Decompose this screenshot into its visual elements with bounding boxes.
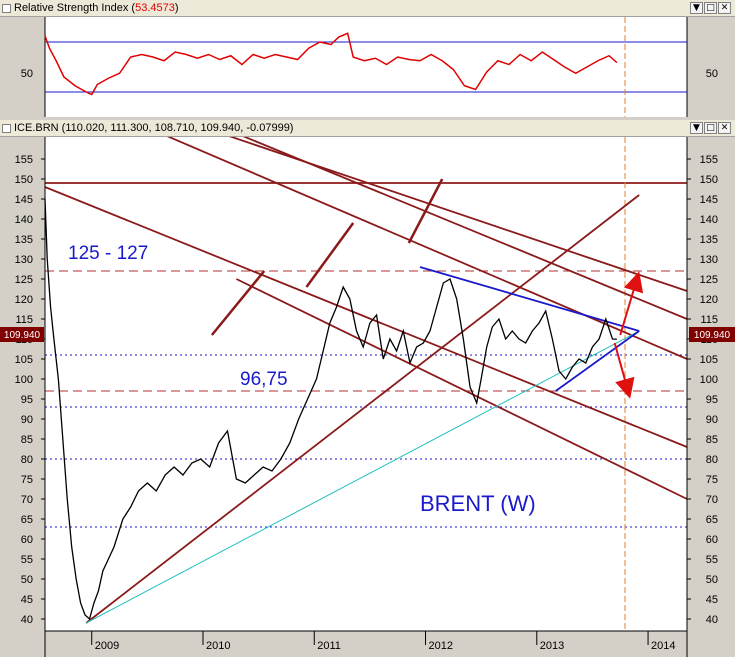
y-tick-label-left: 140	[15, 214, 33, 226]
instrument-annotation: BRENT (W)	[420, 491, 536, 516]
pane-menu-icon[interactable]	[2, 124, 11, 133]
y-tick-label-left: 100	[15, 374, 33, 386]
channel-width-marker	[210, 270, 266, 336]
y-tick-label-right: 105	[700, 354, 718, 366]
y-tick-label-left: 65	[21, 514, 33, 526]
y-tick-label-left: 105	[15, 354, 33, 366]
y-tick-label-left: 145	[15, 194, 33, 206]
price-series-line	[44, 198, 617, 621]
x-tick-label: 2010	[206, 640, 230, 652]
y-tick-label-right: 40	[706, 614, 718, 626]
y-tick-label-right: 130	[700, 254, 718, 266]
y-tick-label-left: 40	[21, 614, 33, 626]
y-tick-label-right: 85	[706, 434, 718, 446]
rsi-pane-header: Relative Strength Index (53.4573) ▼ □ ✕	[0, 0, 735, 17]
close-button[interactable]: ✕	[718, 2, 731, 14]
y-tick-label-right: 45	[706, 594, 718, 606]
y-tick-label-left: 75	[21, 474, 33, 486]
y-tick-label-left: 95	[21, 394, 33, 406]
y-tick-label-right: 55	[706, 554, 718, 566]
y-tick-label-right: 95	[706, 394, 718, 406]
y-tick-label-left: 45	[21, 594, 33, 606]
x-tick-label: 2011	[317, 640, 341, 652]
y-tick-label-left: 90	[21, 414, 33, 426]
y-tick-label-right: 90	[706, 414, 718, 426]
x-tick-label: 2012	[429, 640, 453, 652]
y-tick-label-right: 120	[700, 294, 718, 306]
last-price-label-right: 109.940	[694, 330, 731, 341]
minimize-button[interactable]: ▼	[690, 122, 703, 134]
channel-line	[44, 186, 688, 448]
close-button[interactable]: ✕	[718, 122, 731, 134]
resistance-annotation: 125 - 127	[68, 243, 148, 264]
y-tick-label-right: 80	[706, 454, 718, 466]
minimize-button[interactable]: ▼	[690, 2, 703, 14]
y-tick-label-right: 140	[700, 214, 718, 226]
y-tick-label-right: 65	[706, 514, 718, 526]
x-tick-label: 2014	[651, 640, 675, 652]
y-tick-label-left: 125	[15, 274, 33, 286]
y-tick-label-right: 75	[706, 474, 718, 486]
triangle-lower-line	[555, 330, 640, 392]
y-tick-label-right: 100	[700, 374, 718, 386]
triangle-upper-line	[419, 266, 640, 332]
y-tick-label-right: 70	[706, 494, 718, 506]
upside-arrow	[619, 271, 644, 336]
y-tick-label-right: 145	[700, 194, 718, 206]
channel-line	[229, 137, 688, 292]
x-tick-label: 2009	[95, 640, 119, 652]
y-tick-label-left: 60	[21, 534, 33, 546]
y-tick-label-right: 50	[706, 574, 718, 586]
channel-line	[235, 278, 688, 500]
x-tick-label: 2013	[540, 640, 564, 652]
channel-line	[242, 137, 688, 320]
y-tick-label-left: 120	[15, 294, 33, 306]
support-annotation: 96,75	[240, 369, 288, 390]
y-tick-label-left: 135	[15, 234, 33, 246]
maximize-button[interactable]: □	[704, 122, 717, 134]
y-tick-label-left: 115	[15, 314, 33, 326]
y-tick-label-right: 125	[700, 274, 718, 286]
price-plot-area	[45, 137, 687, 631]
price-pane-header: ICE.BRN (110.020, 111.300, 108.710, 109.…	[0, 120, 735, 137]
last-price-badge-right	[689, 327, 735, 342]
channel-width-marker	[305, 222, 355, 288]
y-tick-label-right: 115	[700, 314, 718, 326]
y-tick-label-left: 150	[15, 174, 33, 186]
y-tick-label-right: 150	[700, 174, 718, 186]
price-title: ICE.BRN (110.020, 111.300, 108.710, 109.…	[14, 122, 294, 134]
price-plot[interactable]: 40 40 45 45 50 50 55 55 60 60 65 65 70 70 75 75 80 80 85 85…	[0, 137, 735, 657]
y-tick-label-left: 80	[21, 454, 33, 466]
y-tick-label-left: 155	[15, 154, 33, 166]
downside-arrow	[613, 342, 635, 399]
y-tick-label-left: 55	[21, 554, 33, 566]
y-tick-label-left: 85	[21, 434, 33, 446]
rsi-title-value: 53.4573	[135, 2, 175, 14]
rsi-plot[interactable]: 50 50	[0, 17, 735, 117]
y-tick-label-left: 70	[21, 494, 33, 506]
last-price-label-left: 109.940	[4, 330, 41, 341]
rising-trend-line	[85, 194, 640, 624]
rsi-level-label-left: 50	[21, 68, 33, 80]
rsi-plot-area	[45, 17, 687, 117]
rsi-level-label-right: 50	[706, 68, 718, 80]
y-tick-label-left: 130	[15, 254, 33, 266]
maximize-button[interactable]: □	[704, 2, 717, 14]
y-tick-label-left: 50	[21, 574, 33, 586]
pane-menu-icon[interactable]	[2, 4, 11, 13]
rsi-title: Relative Strength Index (53.4573)	[14, 2, 179, 14]
channel-width-marker	[407, 178, 444, 244]
y-tick-label-right: 60	[706, 534, 718, 546]
y-tick-label-right: 135	[700, 234, 718, 246]
rsi-series-line	[44, 32, 618, 96]
last-price-badge-left	[0, 327, 44, 342]
long-term-support-line	[85, 330, 640, 624]
y-tick-label-right: 155	[700, 154, 718, 166]
